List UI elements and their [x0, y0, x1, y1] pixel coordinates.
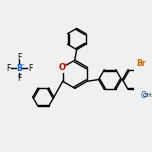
Text: B: B [17, 64, 22, 73]
Text: +: + [62, 62, 67, 67]
Text: CH₃: CH₃ [143, 93, 152, 98]
Text: F: F [7, 64, 11, 73]
Text: -: - [22, 62, 24, 67]
Text: O: O [141, 91, 147, 100]
Text: O: O [58, 63, 65, 72]
Text: F: F [17, 54, 22, 62]
Text: F: F [28, 64, 32, 73]
Text: F: F [17, 74, 22, 83]
Text: Br: Br [137, 59, 146, 68]
